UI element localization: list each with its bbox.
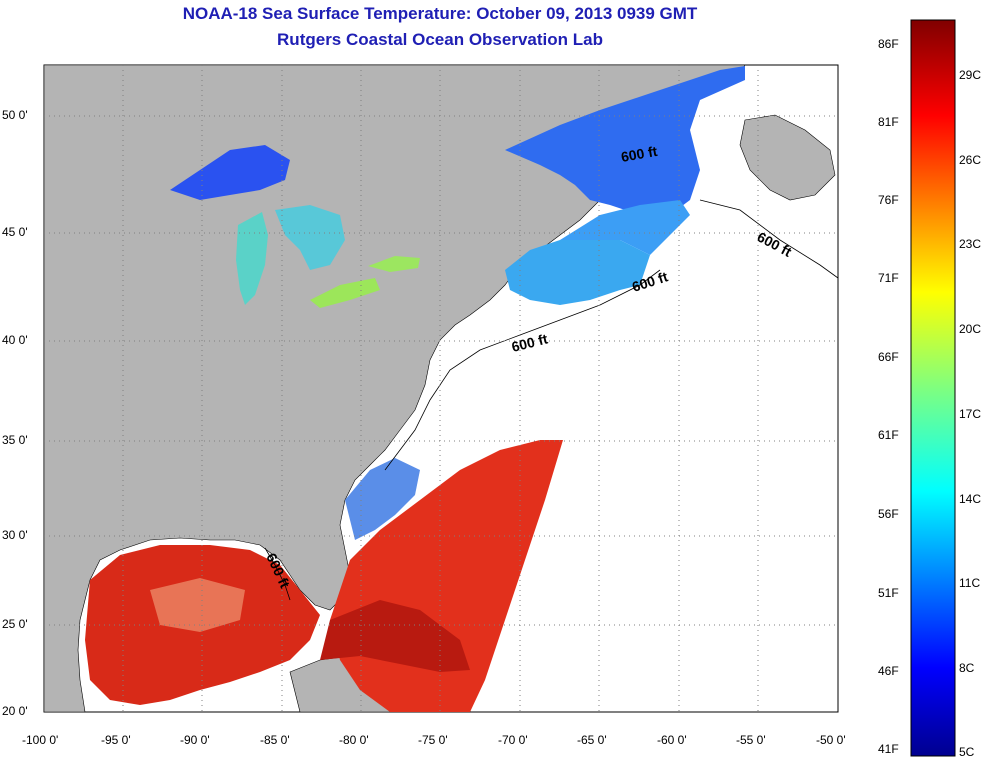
x-tick-label: -95 0': [101, 733, 131, 747]
x-tick-label: -55 0': [736, 733, 766, 747]
sst-gulf-hotspot: [150, 578, 245, 632]
x-tick-label: -75 0': [418, 733, 448, 747]
map-subtitle: Rutgers Coastal Ocean Observation Lab: [277, 30, 603, 49]
colorbar-label-fahrenheit: 86F: [878, 37, 899, 51]
colorbar-label-celsius: 14C: [959, 492, 982, 506]
lake-huron: [275, 205, 345, 270]
map-title: NOAA-18 Sea Surface Temperature: October…: [182, 4, 698, 23]
y-tick-label: 45 0': [2, 225, 28, 239]
x-tick-label: -70 0': [498, 733, 528, 747]
x-tick-label: -65 0': [577, 733, 607, 747]
colorbar-label-celsius: 17C: [959, 407, 982, 421]
lake-ontario: [368, 256, 420, 272]
colorbar-label-fahrenheit: 51F: [878, 586, 899, 600]
colorbar-label-fahrenheit: 56F: [878, 507, 899, 521]
x-tick-label: -90 0': [180, 733, 210, 747]
colorbar-label-celsius: 26C: [959, 153, 982, 167]
colorbar-label-fahrenheit: 71F: [878, 271, 899, 285]
colorbar-label-celsius: 20C: [959, 322, 982, 336]
y-tick-label: 20 0': [2, 704, 28, 718]
y-tick-label: 30 0': [2, 528, 28, 542]
colorbar-label-fahrenheit: 66F: [878, 350, 899, 364]
sst-carolina-shelf: [345, 458, 420, 540]
colorbar-label-celsius: 29C: [959, 68, 982, 82]
colorbar-label-celsius: 5C: [959, 745, 975, 759]
colorbar-label-fahrenheit: 41F: [878, 742, 899, 756]
colorbar-label-fahrenheit: 61F: [878, 428, 899, 442]
x-tick-label: -50 0': [816, 733, 846, 747]
contour-label-1: 600 ft: [620, 143, 659, 165]
sst-gulf-st-lawrence: [505, 66, 745, 215]
colorbar: [910, 19, 956, 757]
x-tick-label: -60 0': [657, 733, 687, 747]
x-tick-label: -85 0': [260, 733, 290, 747]
y-tick-label: 25 0': [2, 617, 28, 631]
isobath-600ft: [264, 199, 839, 601]
y-tick-label: 40 0': [2, 333, 28, 347]
y-tick-label: 35 0': [2, 433, 28, 447]
sst-scotian-shelf: [560, 200, 690, 255]
land-newfoundland: [739, 114, 836, 201]
sst-gulf-maine: [505, 235, 650, 305]
colorbar-label-fahrenheit: 76F: [878, 193, 899, 207]
colorbar-label-celsius: 8C: [959, 661, 975, 675]
colorbar-label-celsius: 23C: [959, 237, 982, 251]
x-tick-label: -100 0': [22, 733, 59, 747]
lake-michigan: [236, 212, 268, 305]
y-tick-label: 50 0': [2, 108, 28, 122]
colorbar-label-celsius: 11C: [959, 576, 981, 590]
colorbar-label-fahrenheit: 46F: [878, 664, 899, 678]
lake-erie: [310, 278, 380, 308]
colorbar-label-fahrenheit: 81F: [878, 115, 899, 129]
sst-caribbean: [320, 600, 470, 672]
x-tick-label: -80 0': [339, 733, 369, 747]
lake-superior: [170, 145, 290, 200]
land-north-america: [44, 65, 746, 712]
